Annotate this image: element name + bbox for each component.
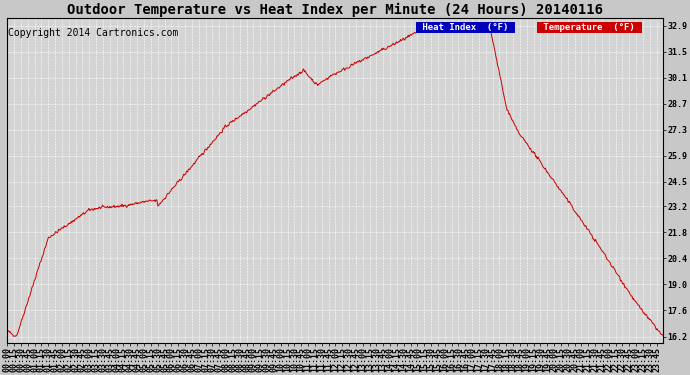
Text: Heat Index  (°F): Heat Index (°F) [417,23,514,32]
Title: Outdoor Temperature vs Heat Index per Minute (24 Hours) 20140116: Outdoor Temperature vs Heat Index per Mi… [67,3,603,17]
Text: Temperature  (°F): Temperature (°F) [538,23,640,32]
Text: Copyright 2014 Cartronics.com: Copyright 2014 Cartronics.com [8,28,178,38]
